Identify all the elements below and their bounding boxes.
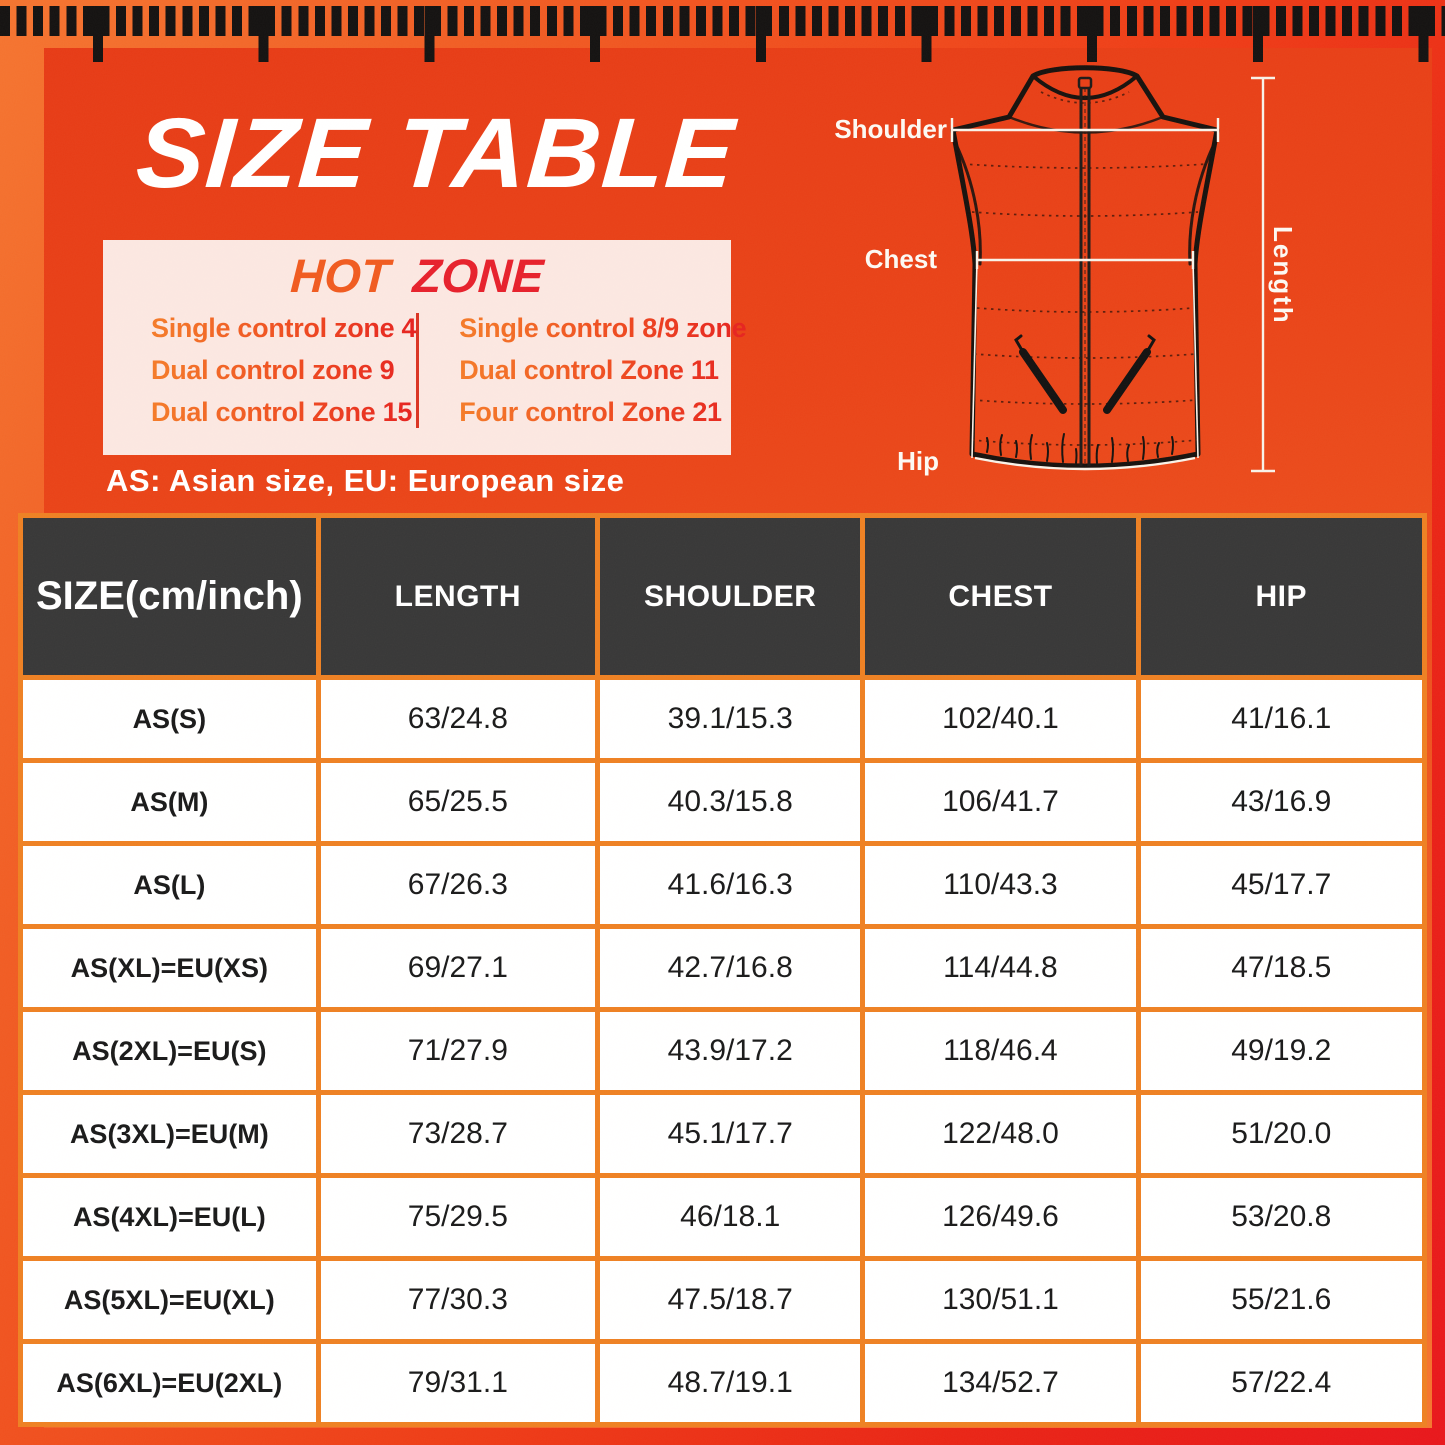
length-cell: 65/25.5 — [315, 758, 601, 846]
shoulder-cell: 39.1/15.3 — [595, 675, 866, 763]
table-row: AS(3XL)=EU(M) 73/28.7 45.1/17.7 122/48.0… — [18, 1090, 1428, 1178]
hip-cell: 51/20.0 — [1135, 1090, 1428, 1178]
size-cell: AS(M) — [18, 758, 321, 846]
length-label: Length — [1268, 226, 1298, 325]
shoulder-cell: 43.9/17.2 — [595, 1007, 866, 1095]
table-row: AS(5XL)=EU(XL) 77/30.3 47.5/18.7 130/51.… — [18, 1256, 1428, 1344]
chest-cell: 106/41.7 — [860, 758, 1141, 846]
size-cell: AS(6XL)=EU(2XL) — [18, 1339, 321, 1427]
hot-zone-item: Single control 8/9 zone — [459, 313, 747, 343]
table-row: AS(M) 65/25.5 40.3/15.8 106/41.7 43/16.9 — [18, 758, 1428, 846]
shoulder-cell: 40.3/15.8 — [595, 758, 866, 846]
hot-zone-item: Dual control zone 9 — [151, 355, 416, 386]
size-cell: AS(3XL)=EU(M) — [18, 1090, 321, 1178]
chest-cell: 134/52.7 — [860, 1339, 1141, 1427]
column-header: SHOULDER — [595, 513, 866, 680]
chest-cell: 110/43.3 — [860, 841, 1141, 929]
size-table-body: AS(S) 63/24.8 39.1/15.3 102/40.1 41/16.1… — [18, 675, 1428, 1427]
column-header: HIP — [1135, 513, 1428, 680]
size-cell: AS(2XL)=EU(S) — [18, 1007, 321, 1095]
size-cell: AS(L) — [18, 841, 321, 929]
shoulder-cell: 47.5/18.7 — [595, 1256, 866, 1344]
hot-zone-item: Single control zone 4 — [151, 313, 417, 343]
page-title: SIZE TABLE — [133, 97, 739, 208]
hip-cell: 53/20.8 — [1135, 1173, 1428, 1261]
chest-cell: 114/44.8 — [860, 924, 1141, 1012]
length-cell: 73/28.7 — [315, 1090, 601, 1178]
length-cell: 63/24.8 — [315, 675, 601, 763]
table-row: AS(6XL)=EU(2XL) 79/31.1 48.7/19.1 134/52… — [18, 1339, 1428, 1427]
hot-zone-panel: HOT ZONE Single control zone 4 Dual contr… — [102, 240, 747, 455]
size-cell: AS(S) — [18, 675, 321, 763]
table-row: AS(L) 67/26.3 41.6/16.3 110/43.3 45/17.7 — [18, 841, 1428, 929]
column-header: CHEST — [860, 513, 1141, 680]
shoulder-cell: 48.7/19.1 — [595, 1339, 866, 1427]
length-cell: 67/26.3 — [315, 841, 601, 929]
size-cell: AS(4XL)=EU(L) — [18, 1173, 321, 1261]
size-cell: AS(XL)=EU(XS) — [18, 924, 321, 1012]
chest-cell: 126/49.6 — [860, 1173, 1141, 1261]
hip-cell: 47/18.5 — [1135, 924, 1428, 1012]
size-cell: AS(5XL)=EU(XL) — [18, 1256, 321, 1344]
hot-zone-title: HOT ZONE — [102, 249, 732, 302]
hot-zone-column-right: Single control 8/9 zone Dual control Zone… — [416, 313, 747, 428]
vest-diagram: Shoulder Chest Hip Length — [834, 58, 1305, 503]
hip-cell: 41/16.1 — [1135, 675, 1428, 763]
length-cell: 75/29.5 — [315, 1173, 601, 1261]
shoulder-cell: 45.1/17.7 — [595, 1090, 866, 1178]
chest-cell: 118/46.4 — [860, 1007, 1141, 1095]
hot-zone-title-hot: HOT — [289, 249, 392, 302]
size-table: SIZE(cm/inch) LENGTH SHOULDER CHEST HIP AS(S… — [18, 513, 1428, 1427]
length-cell: 77/30.3 — [315, 1256, 601, 1344]
ruler-long-ticks — [0, 6, 1445, 62]
hot-zone-column-left: Single control zone 4 Dual control zone 9… — [103, 313, 417, 428]
hip-cell: 55/21.6 — [1135, 1256, 1428, 1344]
table-row: AS(4XL)=EU(L) 75/29.5 46/18.1 126/49.6 5… — [18, 1173, 1428, 1261]
size-table-header-row: SIZE(cm/inch) LENGTH SHOULDER CHEST HIP — [18, 513, 1428, 680]
chest-cell: 122/48.0 — [860, 1090, 1141, 1178]
hot-zone-item: Dual control Zone 15 — [151, 397, 416, 428]
column-header: LENGTH — [315, 513, 601, 680]
length-cell: 69/27.1 — [315, 924, 601, 1012]
column-header: SIZE(cm/inch) — [18, 513, 321, 680]
shoulder-cell: 42.7/16.8 — [595, 924, 866, 1012]
hip-cell: 57/22.4 — [1135, 1339, 1428, 1427]
hot-zone-title-zone: ZONE — [411, 249, 545, 302]
size-abbreviation-note: AS: Asian size, EU: European size — [106, 463, 625, 498]
chest-cell: 130/51.1 — [860, 1256, 1141, 1344]
chest-cell: 102/40.1 — [860, 675, 1141, 763]
hip-cell: 49/19.2 — [1135, 1007, 1428, 1095]
length-cell: 79/31.1 — [315, 1339, 601, 1427]
hip-cell: 45/17.7 — [1135, 841, 1428, 929]
ruler — [0, 0, 1445, 64]
table-row: AS(XL)=EU(XS) 69/27.1 42.7/16.8 114/44.8… — [18, 924, 1428, 1012]
hip-cell: 43/16.9 — [1135, 758, 1428, 846]
length-cell: 71/27.9 — [315, 1007, 601, 1095]
shoulder-cell: 41.6/16.3 — [595, 841, 866, 929]
chest-label: Chest — [864, 244, 937, 274]
hip-label: Hip — [897, 446, 939, 476]
hot-zone-columns: Single control zone 4 Dual control zone 9… — [103, 313, 747, 428]
shoulder-label: Shoulder — [834, 114, 947, 144]
shoulder-cell: 46/18.1 — [595, 1173, 866, 1261]
table-row: AS(S) 63/24.8 39.1/15.3 102/40.1 41/16.1 — [18, 675, 1428, 763]
table-row: AS(2XL)=EU(S) 71/27.9 43.9/17.2 118/46.4… — [18, 1007, 1428, 1095]
hot-zone-item: Dual control Zone 11 — [459, 355, 746, 386]
hot-zone-item: Four control Zone 21 — [459, 397, 746, 428]
